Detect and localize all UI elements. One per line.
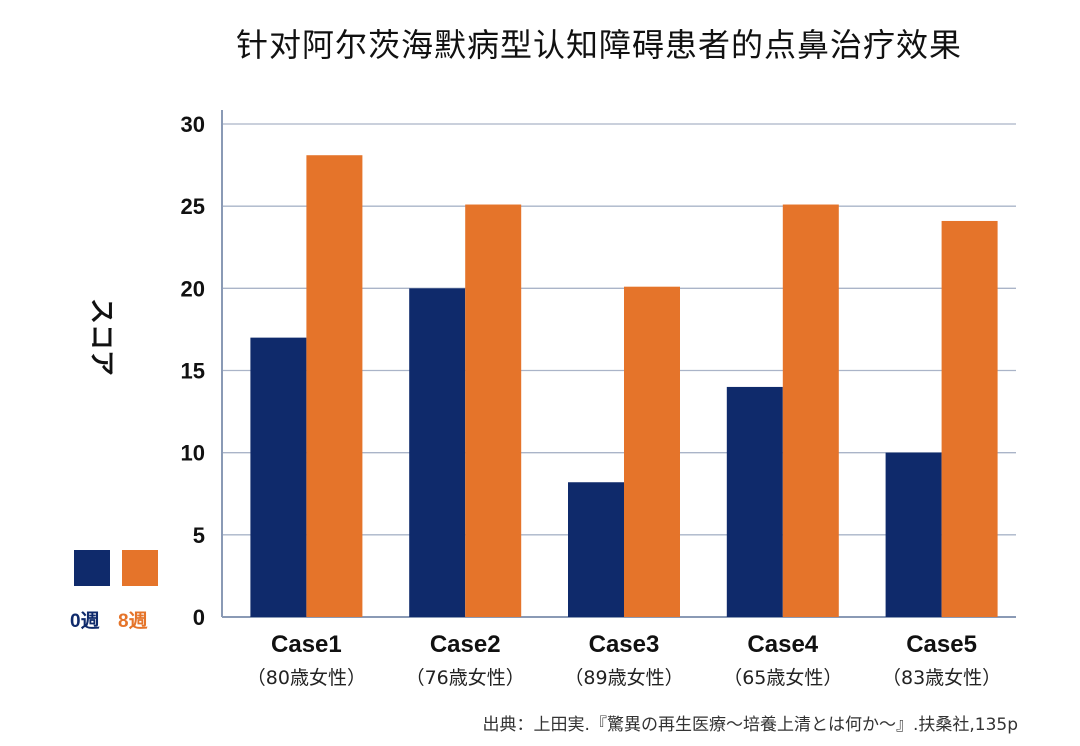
legend-label-8w: 8週: [118, 611, 148, 632]
y-ticks: 0 5 10 15 20 25 30: [181, 112, 205, 630]
x-labels: Case1 （80歳女性） Case2 （76歳女性） Case3 （89歳女性） Case…: [247, 631, 1001, 689]
x-tick-label-case2: Case2: [430, 631, 501, 658]
x-sublabel-case1: （80歳女性）: [247, 667, 366, 689]
x-sublabel-case5: （83歳女性）: [882, 667, 1001, 689]
y-tick-label-20: 20: [181, 276, 205, 301]
legend-swatch-0w: [74, 550, 110, 586]
legend-label-0w: 0週: [70, 611, 100, 632]
y-tick-label-30: 30: [181, 112, 205, 137]
x-tick-label-case5: Case5: [906, 631, 977, 658]
chart-title: 针对阿尔茨海默病型认知障碍患者的点鼻治疗效果: [235, 26, 962, 64]
x-tick-label-case1: Case1: [271, 631, 342, 658]
x-sublabel-case4: （65歳女性）: [723, 667, 842, 689]
y-tick-label-10: 10: [181, 441, 205, 466]
bar-case3-0w: [568, 482, 624, 617]
bars: [250, 155, 998, 618]
bar-case4-8w: [782, 204, 839, 618]
legend-swatch-8w: [122, 550, 158, 586]
x-tick-label-case4: Case4: [747, 631, 818, 658]
y-tick-label-15: 15: [181, 359, 205, 384]
bar-case1-0w: [250, 337, 307, 617]
x-tick-label-case3: Case3: [589, 631, 660, 658]
y-tick-label-0: 0: [193, 605, 205, 630]
bar-case3-8w: [624, 286, 680, 617]
bar-case5-8w: [941, 220, 998, 617]
x-sublabel-case3: （89歳女性）: [564, 667, 683, 689]
source-note: 出典：上田実.『驚異の再生医療〜培養上清とは何か〜』.扶桑社,135p: [482, 715, 1018, 735]
y-axis-label: スコア: [86, 298, 116, 377]
bar-case2-0w: [409, 288, 466, 617]
bar-case1-8w: [306, 155, 363, 617]
bar-case5-0w: [885, 452, 942, 617]
y-tick-label-5: 5: [193, 523, 205, 548]
x-sublabel-case2: （76歳女性）: [406, 667, 525, 689]
bar-case4-0w: [726, 386, 783, 617]
bar-case2-8w: [465, 204, 522, 618]
y-tick-label-25: 25: [181, 194, 205, 219]
